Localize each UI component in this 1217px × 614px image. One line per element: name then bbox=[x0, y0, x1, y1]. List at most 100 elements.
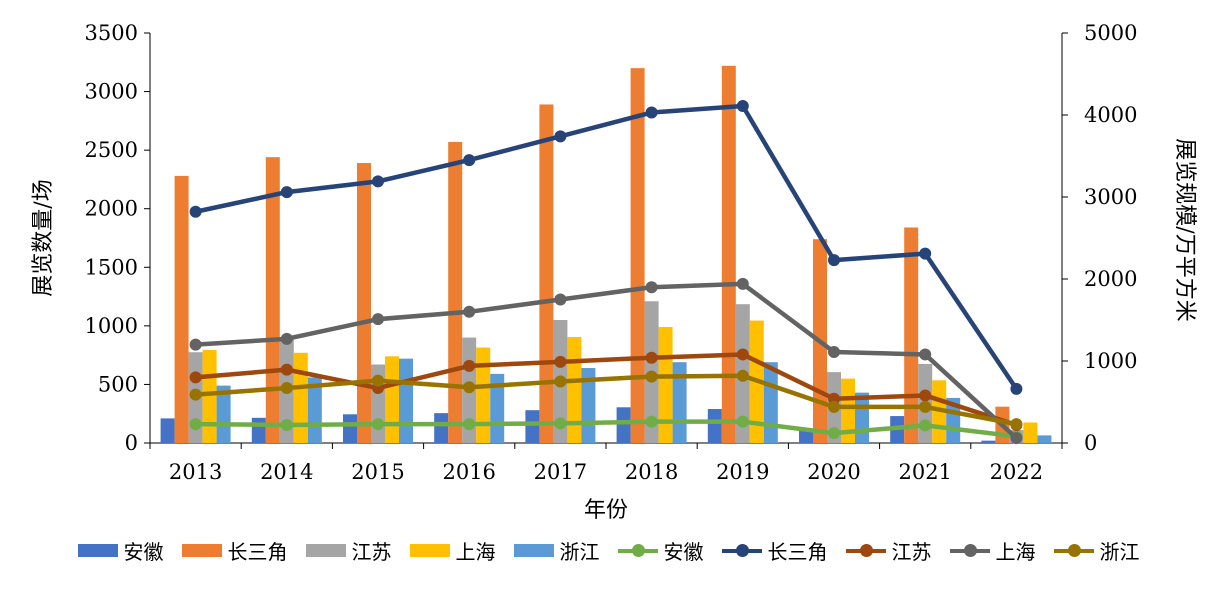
legend-item-line-上海: 上海 bbox=[949, 536, 1036, 565]
point-浙江-2020 bbox=[828, 400, 840, 413]
point-江苏-2013 bbox=[189, 371, 202, 384]
bar-浙江-2015 bbox=[399, 358, 413, 443]
x-tick-label: 2013 bbox=[169, 460, 222, 484]
bar-上海-2013 bbox=[202, 349, 217, 443]
point-上海-2013 bbox=[189, 338, 202, 351]
point-浙江-2016 bbox=[463, 381, 476, 394]
x-axis-label: 年份 bbox=[584, 498, 628, 523]
legend-bar-swatch bbox=[305, 544, 346, 557]
bar-长三角-2018 bbox=[630, 68, 645, 444]
line-江苏 bbox=[195, 352, 1018, 428]
bar-安徽-2016 bbox=[434, 413, 449, 443]
legend-line-swatch bbox=[721, 543, 762, 557]
legend-label: 江苏 bbox=[891, 540, 932, 564]
legend-line-swatch bbox=[845, 543, 886, 557]
y-left-tick-label: 3000 bbox=[85, 80, 138, 104]
point-长三角-2016 bbox=[463, 154, 476, 167]
legend-bar-swatch bbox=[513, 544, 554, 557]
bar-上海-2018 bbox=[658, 327, 673, 443]
legend: 安徽 长三角 江苏 上海 浙江 安徽 长三角 江苏 上海 浙江 bbox=[0, 536, 1217, 565]
point-上海-2021 bbox=[919, 348, 932, 361]
bar-长三角-2017 bbox=[539, 104, 554, 443]
bar-浙江-2022 bbox=[1037, 435, 1052, 443]
x-tick-label: 2022 bbox=[990, 460, 1043, 484]
legend-label: 上海 bbox=[995, 540, 1036, 564]
legend-label: 浙江 bbox=[559, 540, 600, 564]
point-上海-2020 bbox=[828, 345, 840, 358]
line-浙江 bbox=[195, 373, 1017, 427]
point-上海-2016 bbox=[463, 305, 476, 318]
y-left-tick-label: 2500 bbox=[85, 138, 138, 162]
point-长三角-2018 bbox=[645, 106, 658, 119]
y-right-tick-label: 4000 bbox=[1084, 103, 1137, 127]
bar-安徽-2013 bbox=[160, 418, 175, 443]
y-right-tick-label: 0 bbox=[1084, 431, 1097, 455]
legend-bar-swatch bbox=[77, 544, 118, 557]
legend-label: 安徽 bbox=[123, 540, 164, 564]
x-tick-label: 2018 bbox=[625, 460, 678, 484]
point-江苏-2018 bbox=[645, 351, 658, 364]
bar-上海-2014 bbox=[293, 352, 308, 443]
point-安徽-2015 bbox=[372, 418, 384, 431]
legend-item-bar-安徽: 安徽 bbox=[77, 536, 164, 565]
y-axis-right-label: 展览规模/万平方米 bbox=[1172, 138, 1197, 321]
legend-label: 安徽 bbox=[663, 540, 704, 564]
point-江苏-2019 bbox=[736, 348, 749, 361]
x-tick-label: 2021 bbox=[898, 460, 951, 484]
bar-上海-2022 bbox=[1023, 422, 1038, 443]
point-江苏-2021 bbox=[919, 389, 932, 402]
point-浙江-2019 bbox=[736, 369, 749, 382]
legend-line-swatch bbox=[1053, 543, 1094, 557]
point-长三角-2022 bbox=[1010, 382, 1023, 395]
point-安徽-2013 bbox=[189, 418, 202, 431]
point-上海-2019 bbox=[736, 277, 749, 290]
bar-长三角-2021 bbox=[904, 227, 919, 443]
legend-bar-swatch bbox=[409, 544, 450, 557]
bar-安徽-2018 bbox=[616, 407, 631, 443]
point-安徽-2017 bbox=[554, 417, 567, 430]
y-left-tick-label: 2000 bbox=[85, 197, 138, 221]
line-安徽 bbox=[195, 419, 1017, 439]
legend-bar-swatch bbox=[181, 544, 222, 557]
point-安徽-2014 bbox=[280, 418, 293, 431]
bar-长三角-2015 bbox=[357, 163, 371, 443]
point-安徽-2016 bbox=[463, 418, 476, 431]
point-江苏-2017 bbox=[554, 355, 567, 368]
point-长三角-2021 bbox=[919, 247, 932, 260]
point-浙江-2014 bbox=[280, 382, 293, 395]
bar-安徽-2014 bbox=[251, 417, 266, 443]
legend-line-swatch bbox=[949, 543, 990, 557]
bar-安徽-2015 bbox=[343, 414, 357, 443]
x-tick-label: 2017 bbox=[534, 460, 587, 484]
point-长三角-2020 bbox=[828, 254, 840, 267]
y-left-tick-label: 500 bbox=[98, 372, 138, 396]
bar-长三角-2016 bbox=[448, 141, 463, 443]
y-right-tick-label: 2000 bbox=[1084, 267, 1137, 291]
legend-label: 长三角 bbox=[767, 540, 828, 564]
chart-svg: 0 500 1000 1500 2000 2500 3000 3500 0 1000 2000 300… bbox=[31, 21, 1197, 523]
point-安徽-2021 bbox=[919, 419, 932, 432]
point-长三角-2019 bbox=[736, 99, 749, 112]
legend-item-line-江苏: 江苏 bbox=[845, 536, 932, 565]
bar-浙江-2020 bbox=[855, 392, 869, 443]
bar-长三角-2019 bbox=[721, 65, 736, 444]
point-浙江-2021 bbox=[919, 400, 932, 413]
legend-label: 上海 bbox=[455, 540, 496, 564]
point-长三角-2017 bbox=[554, 130, 567, 143]
legend-label: 浙江 bbox=[1099, 540, 1140, 564]
legend-label: 长三角 bbox=[227, 540, 288, 564]
legend-item-line-安徽: 安徽 bbox=[617, 536, 704, 565]
y-left-tick-label: 0 bbox=[125, 431, 138, 455]
point-江苏-2014 bbox=[280, 363, 293, 376]
bar-安徽-2020 bbox=[799, 430, 813, 443]
legend-label: 江苏 bbox=[351, 540, 392, 564]
bar-上海-2016 bbox=[476, 347, 491, 443]
bar-上海-2020 bbox=[841, 378, 855, 443]
y-right-tick-label: 3000 bbox=[1084, 185, 1137, 209]
point-浙江-2017 bbox=[554, 375, 567, 388]
x-tick-label: 2014 bbox=[260, 460, 313, 484]
y-left-tick-label: 1000 bbox=[85, 314, 138, 338]
legend-item-bar-上海: 上海 bbox=[409, 536, 496, 565]
y-right-tick-label: 1000 bbox=[1084, 349, 1137, 373]
point-长三角-2014 bbox=[280, 186, 293, 199]
